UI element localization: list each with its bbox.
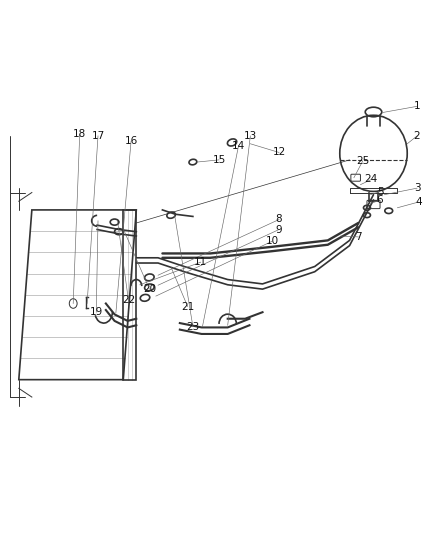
Text: 3: 3	[414, 183, 420, 193]
Text: 19: 19	[90, 307, 103, 317]
Text: 10: 10	[265, 236, 279, 246]
Text: 23: 23	[186, 321, 200, 332]
Text: 18: 18	[73, 129, 86, 139]
Text: 5: 5	[377, 187, 383, 197]
Text: 22: 22	[122, 295, 135, 305]
Text: 15: 15	[212, 155, 226, 165]
Text: 1: 1	[414, 101, 420, 111]
Text: 20: 20	[143, 284, 156, 294]
Text: 14: 14	[232, 141, 245, 150]
Text: 7: 7	[355, 232, 362, 242]
Text: 12: 12	[272, 148, 286, 157]
Text: 4: 4	[415, 197, 422, 207]
Text: 2: 2	[414, 131, 420, 141]
Text: 24: 24	[365, 174, 378, 184]
Text: 8: 8	[276, 214, 283, 224]
Text: 21: 21	[181, 302, 194, 312]
Text: 6: 6	[377, 196, 383, 205]
Text: 11: 11	[194, 257, 207, 267]
Text: 25: 25	[356, 156, 369, 166]
Text: 9: 9	[276, 224, 283, 235]
Text: 17: 17	[92, 131, 105, 141]
Text: 16: 16	[124, 136, 138, 146]
Text: 13: 13	[244, 131, 257, 141]
